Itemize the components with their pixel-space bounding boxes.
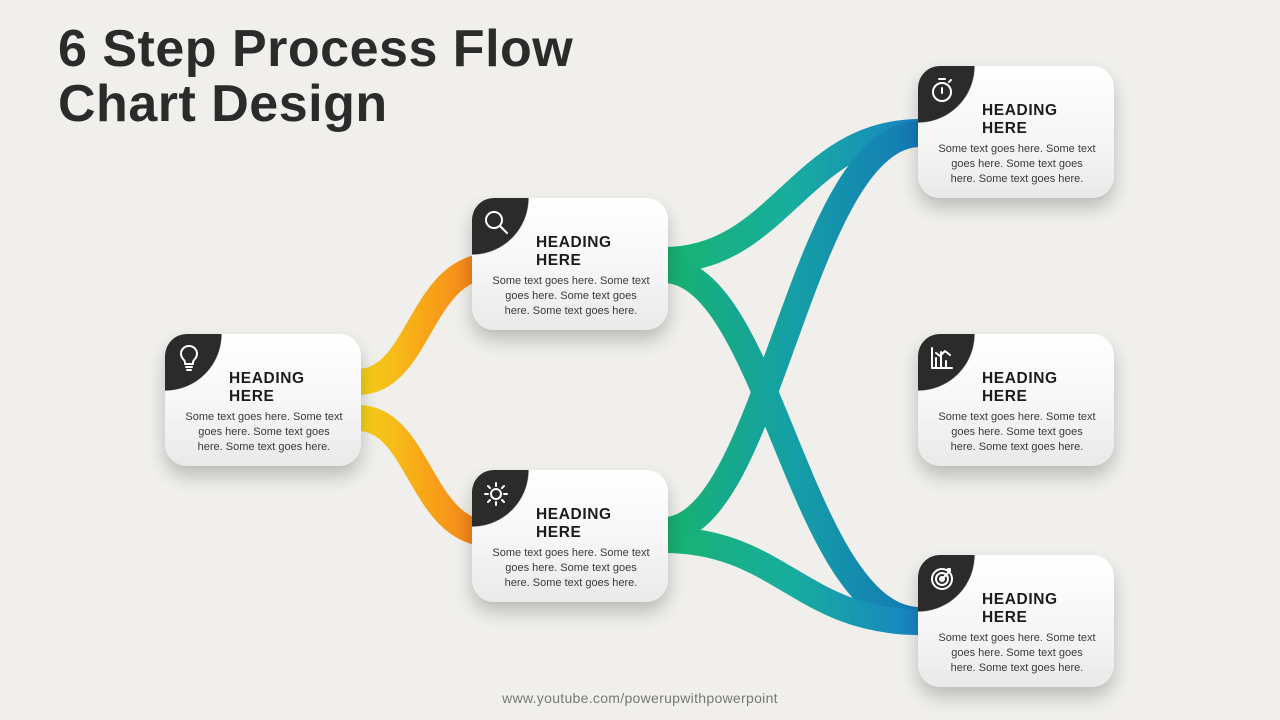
- card-heading: HEADING HERE: [488, 506, 654, 542]
- step-card-6: HEADING HERE Some text goes here. Some te…: [918, 555, 1114, 687]
- diagram-stage: 6 Step Process Flow Chart Design HEADING…: [0, 0, 1280, 720]
- card-content: HEADING HERESome text goes here. Some te…: [934, 376, 1100, 455]
- footer-text: www.youtube.com/powerupwithpowerpoint: [502, 690, 778, 706]
- card-body: Some text goes here. Some text goes here…: [934, 142, 1100, 187]
- footer-credit: www.youtube.com/powerupwithpowerpoint: [0, 690, 1280, 706]
- step-card-5: HEADING HERE Some text goes here. Some te…: [918, 334, 1114, 466]
- card-body: Some text goes here. Some text goes here…: [934, 631, 1100, 676]
- card-content: HEADING HERESome text goes here. Some te…: [488, 240, 654, 319]
- step-card-1: HEADING HERE Some text goes here. Some te…: [165, 334, 361, 466]
- step-card-4: HEADING HERE Some text goes here. Some te…: [918, 66, 1114, 198]
- bulb-icon: [175, 344, 203, 372]
- connector-e_dn2: [664, 540, 920, 622]
- card-content: HEADING HERESome text goes here. Some te…: [934, 108, 1100, 187]
- barchart-icon: [928, 344, 956, 372]
- card-body: Some text goes here. Some text goes here…: [488, 274, 654, 319]
- card-heading: HEADING HERE: [181, 370, 347, 406]
- step-card-3: HEADING HERE Some text goes here. Some te…: [472, 470, 668, 602]
- stopwatch-icon: [928, 76, 956, 104]
- step-card-2: HEADING HERE Some text goes here. Some te…: [472, 198, 668, 330]
- search-icon: [482, 208, 510, 236]
- card-body: Some text goes here. Some text goes here…: [181, 410, 347, 455]
- card-content: HEADING HERESome text goes here. Some te…: [934, 597, 1100, 676]
- card-body: Some text goes here. Some text goes here…: [934, 410, 1100, 455]
- card-content: HEADING HERESome text goes here. Some te…: [488, 512, 654, 591]
- card-content: HEADING HERESome text goes here. Some te…: [181, 376, 347, 455]
- card-heading: HEADING HERE: [934, 370, 1100, 406]
- card-heading: HEADING HERE: [934, 591, 1100, 627]
- card-heading: HEADING HERE: [934, 102, 1100, 138]
- target-icon: [928, 565, 956, 593]
- card-body: Some text goes here. Some text goes here…: [488, 546, 654, 591]
- card-heading: HEADING HERE: [488, 234, 654, 270]
- gear-icon: [482, 480, 510, 508]
